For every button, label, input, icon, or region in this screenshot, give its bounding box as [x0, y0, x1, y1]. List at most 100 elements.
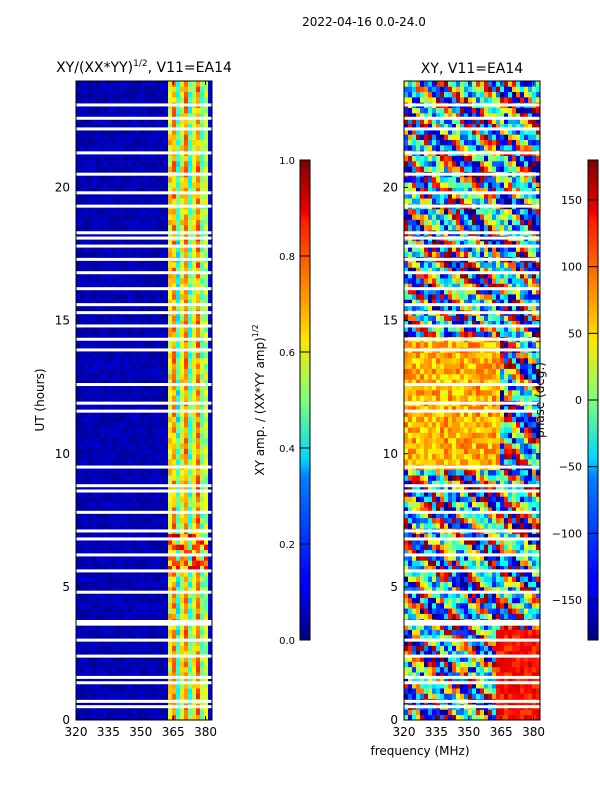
heatmap-cell	[460, 634, 465, 641]
heatmap-cell	[164, 672, 169, 678]
heatmap-cell	[124, 278, 129, 284]
heatmap-cell	[152, 251, 157, 258]
heatmap-cell	[100, 459, 105, 465]
heatmap-cell	[464, 592, 469, 598]
heatmap-cell	[448, 714, 453, 720]
heatmap-cell	[80, 427, 85, 433]
heatmap-cell	[412, 677, 417, 684]
heatmap-cell	[108, 267, 113, 274]
heatmap-cell	[184, 219, 189, 226]
heatmap-cell	[108, 112, 113, 119]
heatmap-cell	[456, 666, 461, 673]
heatmap-cell	[168, 432, 173, 439]
heatmap-cell	[96, 443, 101, 449]
heatmap-cell	[112, 405, 117, 412]
heatmap-cell	[148, 624, 153, 630]
heatmap-cell	[80, 405, 85, 412]
heatmap-cell	[208, 469, 212, 476]
heatmap-cell	[204, 666, 209, 673]
blank-row	[76, 705, 212, 709]
heatmap-cell	[116, 522, 121, 529]
heatmap-cell	[148, 448, 153, 455]
heatmap-cell	[100, 421, 105, 428]
heatmap-cell	[136, 501, 141, 508]
heatmap-cell	[204, 485, 209, 492]
heatmap-cell	[208, 283, 212, 290]
heatmap-cell	[128, 155, 133, 162]
heatmap-cell	[140, 656, 145, 662]
heatmap-cell	[424, 613, 429, 620]
heatmap-cell	[124, 315, 129, 322]
heatmap-cell	[452, 650, 457, 657]
heatmap-cell	[104, 288, 109, 295]
heatmap-cell	[112, 714, 117, 720]
heatmap-cell	[140, 421, 145, 428]
heatmap-cell	[460, 688, 465, 694]
heatmap-cell	[152, 389, 157, 396]
heatmap-cell	[508, 693, 513, 700]
heatmap-cell	[180, 469, 185, 476]
heatmap-cell	[100, 86, 105, 93]
heatmap-cell	[168, 182, 173, 188]
heatmap-cell	[184, 538, 189, 545]
heatmap-cell	[80, 123, 85, 130]
heatmap-cell	[136, 640, 141, 646]
heatmap-cell	[208, 560, 212, 566]
heatmap-cell	[156, 560, 161, 566]
heatmap-cell	[96, 176, 101, 183]
heatmap-cell	[184, 448, 189, 455]
heatmap-cell	[188, 501, 193, 508]
heatmap-cell	[172, 373, 177, 380]
heatmap-cell	[160, 437, 165, 444]
heatmap-cell	[144, 427, 149, 433]
heatmap-cell	[176, 672, 181, 678]
heatmap-cell	[208, 246, 212, 252]
heatmap-cell	[128, 219, 133, 226]
heatmap-cell	[132, 538, 137, 545]
heatmap-cell	[132, 325, 137, 332]
heatmap-cell	[188, 139, 193, 146]
heatmap-cell	[204, 693, 209, 700]
heatmap-cell	[164, 272, 169, 279]
heatmap-cell	[96, 331, 101, 337]
heatmap-cell	[172, 107, 177, 114]
heatmap-cell	[120, 432, 125, 439]
heatmap-cell	[208, 112, 212, 119]
heatmap-cell	[84, 565, 89, 572]
heatmap-cell	[196, 81, 201, 87]
heatmap-cell	[496, 656, 501, 662]
heatmap-cell	[100, 576, 105, 582]
heatmap-cell	[184, 155, 189, 162]
heatmap-cell	[508, 682, 513, 689]
heatmap-cell	[124, 81, 129, 87]
heatmap-cell	[120, 320, 125, 327]
heatmap-cell	[100, 160, 105, 167]
heatmap-cell	[480, 592, 485, 598]
heatmap-cell	[196, 538, 201, 545]
heatmap-cell	[204, 134, 209, 140]
heatmap-cell	[164, 112, 169, 119]
heatmap-cell	[120, 294, 125, 300]
heatmap-cell	[472, 645, 477, 652]
heatmap-cell	[484, 634, 489, 641]
heatmap-cell	[192, 453, 197, 460]
heatmap-cell	[440, 608, 445, 614]
heatmap-cell	[512, 624, 517, 630]
heatmap-cell	[96, 581, 101, 588]
heatmap-cell	[152, 432, 157, 439]
heatmap-cell	[84, 405, 89, 412]
heatmap-cell	[80, 368, 85, 375]
heatmap-cell	[492, 672, 497, 678]
heatmap-cell	[140, 384, 145, 391]
heatmap-cell	[204, 645, 209, 652]
blank-row	[76, 244, 212, 248]
heatmap-cell	[188, 427, 193, 433]
heatmap-cell	[76, 288, 81, 295]
heatmap-cell	[120, 192, 125, 199]
heatmap-cell	[188, 608, 193, 614]
heatmap-cell	[132, 262, 137, 268]
heatmap-cell	[172, 224, 177, 231]
heatmap-cell	[100, 661, 105, 668]
heatmap-cell	[120, 272, 125, 279]
heatmap-cell	[148, 251, 153, 258]
